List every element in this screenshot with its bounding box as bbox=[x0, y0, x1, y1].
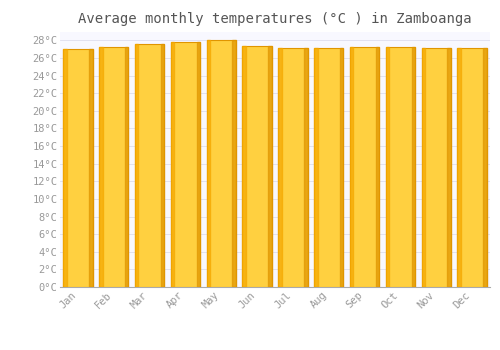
Title: Average monthly temperatures (°C ) in Zamboanga: Average monthly temperatures (°C ) in Za… bbox=[78, 12, 472, 26]
Bar bbox=[125, 47, 128, 287]
Bar bbox=[196, 42, 200, 287]
Bar bbox=[268, 47, 272, 287]
Bar bbox=[340, 48, 344, 287]
Bar bbox=[242, 47, 272, 287]
Bar bbox=[314, 48, 344, 287]
Bar bbox=[422, 48, 425, 287]
Bar bbox=[314, 48, 318, 287]
Bar bbox=[278, 48, 308, 287]
Bar bbox=[458, 48, 487, 287]
Bar bbox=[135, 44, 164, 287]
Bar bbox=[99, 47, 102, 287]
Bar bbox=[278, 48, 282, 287]
Bar bbox=[89, 49, 92, 287]
Bar bbox=[386, 47, 390, 287]
Bar bbox=[448, 48, 451, 287]
Bar bbox=[458, 48, 461, 287]
Bar bbox=[135, 44, 138, 287]
Bar bbox=[160, 44, 164, 287]
Bar bbox=[63, 49, 92, 287]
Bar bbox=[386, 47, 415, 287]
Bar bbox=[206, 40, 210, 287]
Bar bbox=[412, 47, 415, 287]
Bar bbox=[350, 47, 380, 287]
Bar bbox=[206, 40, 236, 287]
Bar bbox=[304, 48, 308, 287]
Bar bbox=[376, 47, 380, 287]
Bar bbox=[99, 47, 128, 287]
Bar bbox=[232, 40, 236, 287]
Bar bbox=[170, 42, 200, 287]
Bar bbox=[350, 47, 354, 287]
Bar bbox=[483, 48, 487, 287]
Bar bbox=[170, 42, 174, 287]
Bar bbox=[422, 48, 451, 287]
Bar bbox=[242, 47, 246, 287]
Bar bbox=[63, 49, 67, 287]
